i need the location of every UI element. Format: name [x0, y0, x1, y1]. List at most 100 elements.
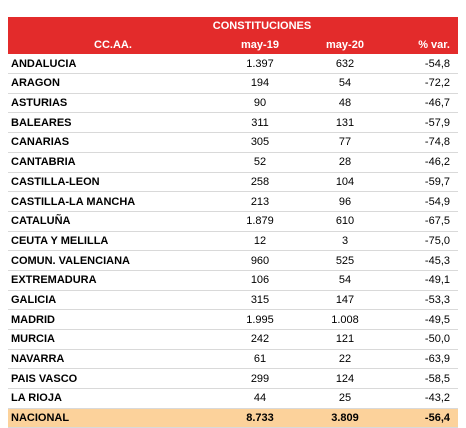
- value-cell: -57,9: [385, 112, 458, 134]
- value-cell: 106: [215, 270, 305, 291]
- value-cell: -67,5: [385, 211, 458, 232]
- value-cell: 960: [215, 250, 305, 271]
- data-row: ARAGON 194 54 -72,2: [8, 73, 458, 94]
- data-row: CANARIAS 305 77 -74,8: [8, 132, 458, 153]
- data-row: ASTURIAS 90 48 -46,7: [8, 93, 458, 114]
- value-cell: 25: [305, 388, 385, 409]
- data-row: EXTREMADURA 106 54 -49,1: [8, 270, 458, 291]
- value-cell: -75,0: [385, 231, 458, 252]
- value-cell: 124: [305, 368, 385, 390]
- region-cell: CASTILLA-LA MANCHA: [8, 191, 215, 212]
- data-row: PAIS VASCO 299 124 -58,5: [8, 368, 458, 390]
- value-cell: -49,5: [385, 309, 458, 330]
- value-cell: 1.397: [215, 54, 305, 75]
- value-cell: -46,7: [385, 93, 458, 114]
- value-cell: 48: [305, 93, 385, 114]
- region-cell: MADRID: [8, 309, 215, 330]
- region-cell: CEUTA Y MELILLA: [8, 231, 215, 252]
- region-cell: CANTABRIA: [8, 152, 215, 173]
- data-table: CONSTITUCIONES CC.AA. may-19 may-20% var. A…: [8, 17, 458, 428]
- value-cell: -43,2: [385, 388, 458, 409]
- value-cell: 242: [215, 329, 305, 350]
- value-cell: 258: [215, 172, 305, 193]
- value-cell: 305: [215, 132, 305, 153]
- header-row: CC.AA. may-19 may-20% var.: [8, 35, 458, 55]
- value-cell: -59,7: [385, 172, 458, 193]
- region-cell: PAIS VASCO: [8, 368, 215, 390]
- value-cell: -46,2: [385, 152, 458, 173]
- value-cell: -74,8: [385, 132, 458, 153]
- value-cell: -45,3: [385, 250, 458, 271]
- value-cell: -56,4: [385, 408, 458, 428]
- value-cell: 525: [305, 250, 385, 271]
- value-cell: 1.008: [305, 309, 385, 330]
- value-cell: -54,8: [385, 54, 458, 75]
- data-row: CATALUÑA 1.879 610 -67,5: [8, 211, 458, 232]
- value-cell: 44: [215, 388, 305, 409]
- region-cell: ASTURIAS: [8, 93, 215, 114]
- value-cell: 8.733: [215, 408, 305, 428]
- value-cell: 22: [305, 349, 385, 370]
- data-row: NAVARRA 61 22 -63,9: [8, 349, 458, 370]
- value-cell: -72,2: [385, 73, 458, 94]
- value-cell: 147: [305, 290, 385, 311]
- value-cell: 77: [305, 132, 385, 153]
- value-cell: 54: [305, 73, 385, 94]
- value-cell: 54: [305, 270, 385, 291]
- region-cell: CATALUÑA: [8, 211, 215, 232]
- table-body: CONSTITUCIONES CC.AA. may-19 may-20% var. A…: [8, 17, 458, 428]
- value-cell: -63,9: [385, 349, 458, 370]
- value-cell: 610: [305, 211, 385, 232]
- value-cell: 1.879: [215, 211, 305, 232]
- region-cell: LA RIOJA: [8, 388, 215, 409]
- value-cell: 3: [305, 231, 385, 252]
- data-row: BALEARES 311 131 -57,9: [8, 112, 458, 134]
- data-row: CASTILLA-LA MANCHA 213 96 -54,9: [8, 191, 458, 212]
- data-row: LA RIOJA 44 25 -43,2: [8, 388, 458, 409]
- value-cell: 61: [215, 349, 305, 370]
- data-row: CANTABRIA 52 28 -46,2: [8, 152, 458, 173]
- title-row: CONSTITUCIONES: [8, 17, 458, 36]
- value-cell: 299: [215, 368, 305, 390]
- value-cell: 12: [215, 231, 305, 252]
- value-cell: may-20: [305, 35, 385, 55]
- data-row: GALICIA 315 147 -53,3: [8, 290, 458, 311]
- value-cell: -49,1: [385, 270, 458, 291]
- value-cell: may-19: [215, 35, 305, 55]
- data-row: MURCIA 242 121 -50,0: [8, 329, 458, 350]
- region-cell: NAVARRA: [8, 349, 215, 370]
- value-cell: 90: [215, 93, 305, 114]
- value-cell: 213: [215, 191, 305, 212]
- value-cell: -50,0: [385, 329, 458, 350]
- region-cell: CANARIAS: [8, 132, 215, 153]
- value-cell: 131: [305, 112, 385, 134]
- data-row: MADRID 1.995 1.008 -49,5: [8, 309, 458, 330]
- region-cell: BALEARES: [8, 112, 215, 134]
- table-title: CONSTITUCIONES: [8, 17, 458, 36]
- region-cell: NACIONAL: [8, 408, 215, 428]
- value-cell: 194: [215, 73, 305, 94]
- region-cell: MURCIA: [8, 329, 215, 350]
- value-cell: 315: [215, 290, 305, 311]
- value-cell: 104: [305, 172, 385, 193]
- value-cell: -54,9: [385, 191, 458, 212]
- region-cell: ARAGON: [8, 73, 215, 94]
- value-cell: 632: [305, 54, 385, 75]
- region-cell: CC.AA.: [8, 35, 215, 55]
- value-cell: 96: [305, 191, 385, 212]
- value-cell: -53,3: [385, 290, 458, 311]
- region-cell: EXTREMADURA: [8, 270, 215, 291]
- data-row: COMUN. VALENCIANA 960 525 -45,3: [8, 250, 458, 271]
- region-cell: ANDALUCIA: [8, 54, 215, 75]
- value-cell: 311: [215, 112, 305, 134]
- region-cell: GALICIA: [8, 290, 215, 311]
- region-cell: CASTILLA-LEON: [8, 172, 215, 193]
- data-row: CASTILLA-LEON 258 104 -59,7: [8, 172, 458, 193]
- value-cell: -58,5: [385, 368, 458, 390]
- value-cell: 121: [305, 329, 385, 350]
- value-cell: 1.995: [215, 309, 305, 330]
- value-cell: % var.: [385, 35, 458, 55]
- value-cell: 52: [215, 152, 305, 173]
- data-row: ANDALUCIA 1.397 632 -54,8: [8, 54, 458, 75]
